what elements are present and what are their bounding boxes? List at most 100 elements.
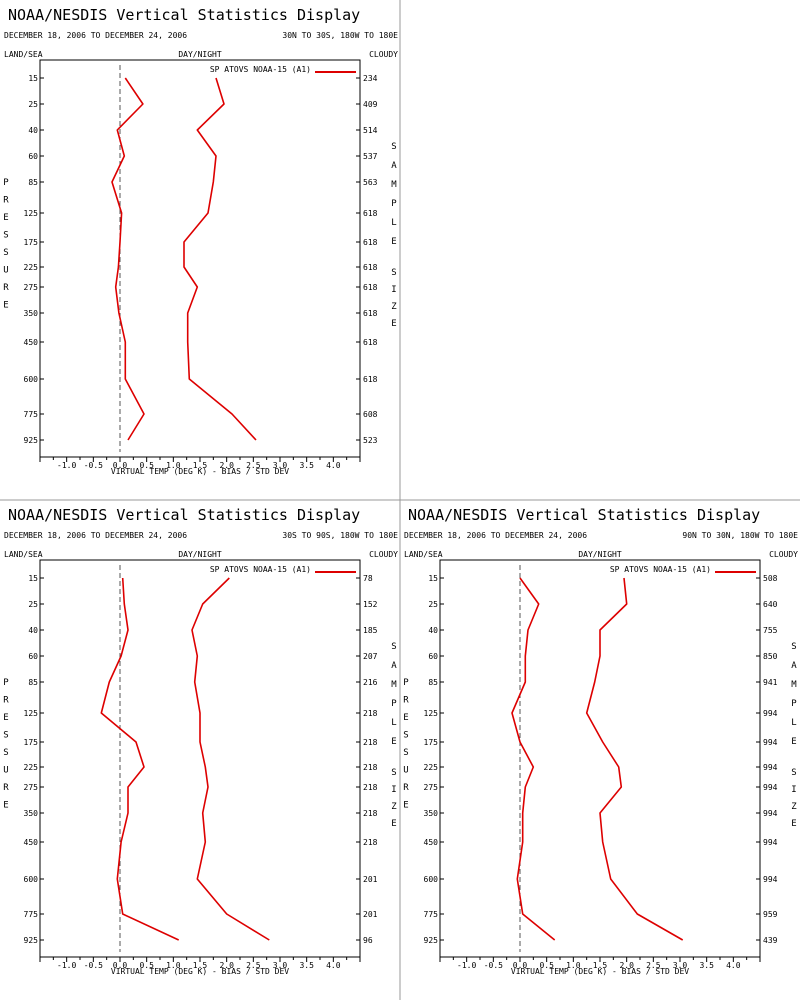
pressure-axis-letter: S — [3, 231, 8, 241]
date-range: DECEMBER 18, 2006 TO DECEMBER 24, 2006 — [404, 531, 587, 540]
x-tick-label: 3.0 — [673, 961, 688, 970]
sample-axis-letter: E — [791, 737, 796, 747]
x-tick-label: 1.0 — [166, 461, 181, 470]
x-tick-label: 3.5 — [299, 461, 314, 470]
pressure-level-label: 25 — [28, 100, 38, 109]
sample-axis-letter: P — [391, 699, 397, 709]
pressure-level-label: 350 — [424, 809, 439, 818]
pressure-level-label: 275 — [424, 783, 439, 792]
pressure-axis-letter: U — [403, 766, 408, 776]
pressure-level-label: 600 — [24, 375, 39, 384]
pressure-level-label: 225 — [424, 763, 439, 772]
std-dev-series-line — [183, 77, 257, 441]
x-tick-label: 3.0 — [273, 461, 288, 470]
pressure-level-label: 600 — [424, 875, 439, 884]
pressure-level-label: 925 — [424, 936, 439, 945]
pressure-level-label: 85 — [428, 678, 438, 687]
sample-axis-letter: S — [391, 642, 396, 652]
sample-axis-letter: S — [791, 642, 796, 652]
sample-size-label: 218 — [363, 738, 378, 747]
cloudy-label: CLOUDY — [369, 50, 398, 59]
chart-title: NOAA/NESDIS Vertical Statistics Display — [8, 506, 360, 524]
date-range: DECEMBER 18, 2006 TO DECEMBER 24, 2006 — [4, 31, 187, 40]
size-axis-letter: E — [391, 319, 396, 329]
pressure-level-label: 275 — [24, 783, 39, 792]
chart-title: NOAA/NESDIS Vertical Statistics Display — [8, 6, 360, 24]
sample-size-label: 618 — [363, 283, 378, 292]
pressure-axis-letter: E — [3, 713, 8, 723]
land-sea-label: LAND/SEA — [404, 550, 443, 559]
pressure-level-label: 60 — [28, 152, 38, 161]
pressure-axis-letter: R — [403, 696, 409, 706]
x-tick-label: 1.5 — [193, 461, 208, 470]
sample-axis-letter: E — [391, 737, 396, 747]
pressure-level-label: 450 — [24, 338, 39, 347]
sample-axis-letter: L — [391, 218, 396, 228]
sample-size-label: 608 — [363, 410, 378, 419]
pressure-level-label: 40 — [28, 626, 38, 635]
pressure-level-label: 40 — [28, 126, 38, 135]
pressure-axis-letter: E — [403, 801, 408, 811]
pressure-axis-letter: U — [3, 266, 8, 276]
sample-size-label: 523 — [363, 436, 378, 445]
bias-series-line — [511, 577, 556, 941]
x-tick-label: 1.0 — [566, 961, 581, 970]
sample-size-label: 514 — [363, 126, 378, 135]
pressure-axis-letter: S — [3, 248, 8, 258]
x-tick-label: 3.5 — [699, 961, 714, 970]
x-tick-label: 4.0 — [726, 961, 741, 970]
sample-size-label: 618 — [363, 309, 378, 318]
pressure-axis-letter: S — [403, 731, 408, 741]
pressure-level-label: 775 — [24, 410, 39, 419]
legend-label: SP ATOVS NOAA-15 (A1) — [610, 565, 711, 574]
size-axis-letter: E — [391, 819, 396, 829]
sample-size-label: 618 — [363, 238, 378, 247]
day-night-label: DAY/NIGHT — [178, 550, 222, 559]
x-tick-label: 3.0 — [273, 961, 288, 970]
pressure-axis-letter: P — [403, 678, 409, 688]
pressure-axis-letter: U — [3, 766, 8, 776]
sample-size-label: 618 — [363, 375, 378, 384]
sample-size-label: 755 — [763, 626, 778, 635]
pressure-level-label: 175 — [24, 738, 39, 747]
sample-size-label: 234 — [363, 74, 378, 83]
pressure-axis-letter: R — [3, 196, 9, 206]
pressure-axis-letter: R — [3, 783, 9, 793]
pressure-level-label: 125 — [24, 709, 39, 718]
pressure-level-label: 25 — [28, 600, 38, 609]
pressure-level-label: 60 — [428, 652, 438, 661]
sample-axis-letter: A — [791, 661, 797, 671]
sample-size-label: 994 — [763, 709, 778, 718]
chart-title: NOAA/NESDIS Vertical Statistics Display — [408, 506, 760, 524]
pressure-axis-letter: R — [3, 696, 9, 706]
sample-size-label: 218 — [363, 838, 378, 847]
x-tick-label: 0.0 — [513, 961, 528, 970]
size-axis-letter: Z — [791, 802, 797, 812]
pressure-level-label: 25 — [428, 600, 438, 609]
sample-axis-letter: L — [391, 718, 396, 728]
x-tick-label: 0.5 — [139, 961, 154, 970]
bias-series-line — [111, 77, 145, 441]
region-label: 90N TO 30N, 180W TO 180E — [682, 531, 798, 540]
pressure-level-label: 15 — [428, 574, 438, 583]
pressure-axis-letter: P — [3, 178, 9, 188]
pressure-level-label: 775 — [424, 910, 439, 919]
pressure-level-label: 15 — [28, 74, 38, 83]
sample-axis-letter: A — [391, 161, 397, 171]
sample-size-label: 618 — [363, 209, 378, 218]
pressure-axis-letter: S — [3, 731, 8, 741]
bias-series-line — [100, 577, 180, 941]
pressure-axis-letter: R — [403, 783, 409, 793]
sample-axis-letter: M — [791, 680, 797, 690]
x-tick-label: 0.5 — [539, 961, 554, 970]
x-tick-label: -0.5 — [484, 961, 503, 970]
x-tick-label: 0.0 — [113, 461, 128, 470]
x-tick-label: 2.5 — [646, 961, 661, 970]
sample-size-label: 563 — [363, 178, 378, 187]
land-sea-label: LAND/SEA — [4, 50, 43, 59]
size-axis-letter: I — [791, 785, 796, 795]
pressure-level-label: 350 — [24, 309, 39, 318]
x-tick-label: 1.5 — [593, 961, 608, 970]
pressure-axis-letter: S — [403, 748, 408, 758]
sample-size-label: 640 — [763, 600, 778, 609]
